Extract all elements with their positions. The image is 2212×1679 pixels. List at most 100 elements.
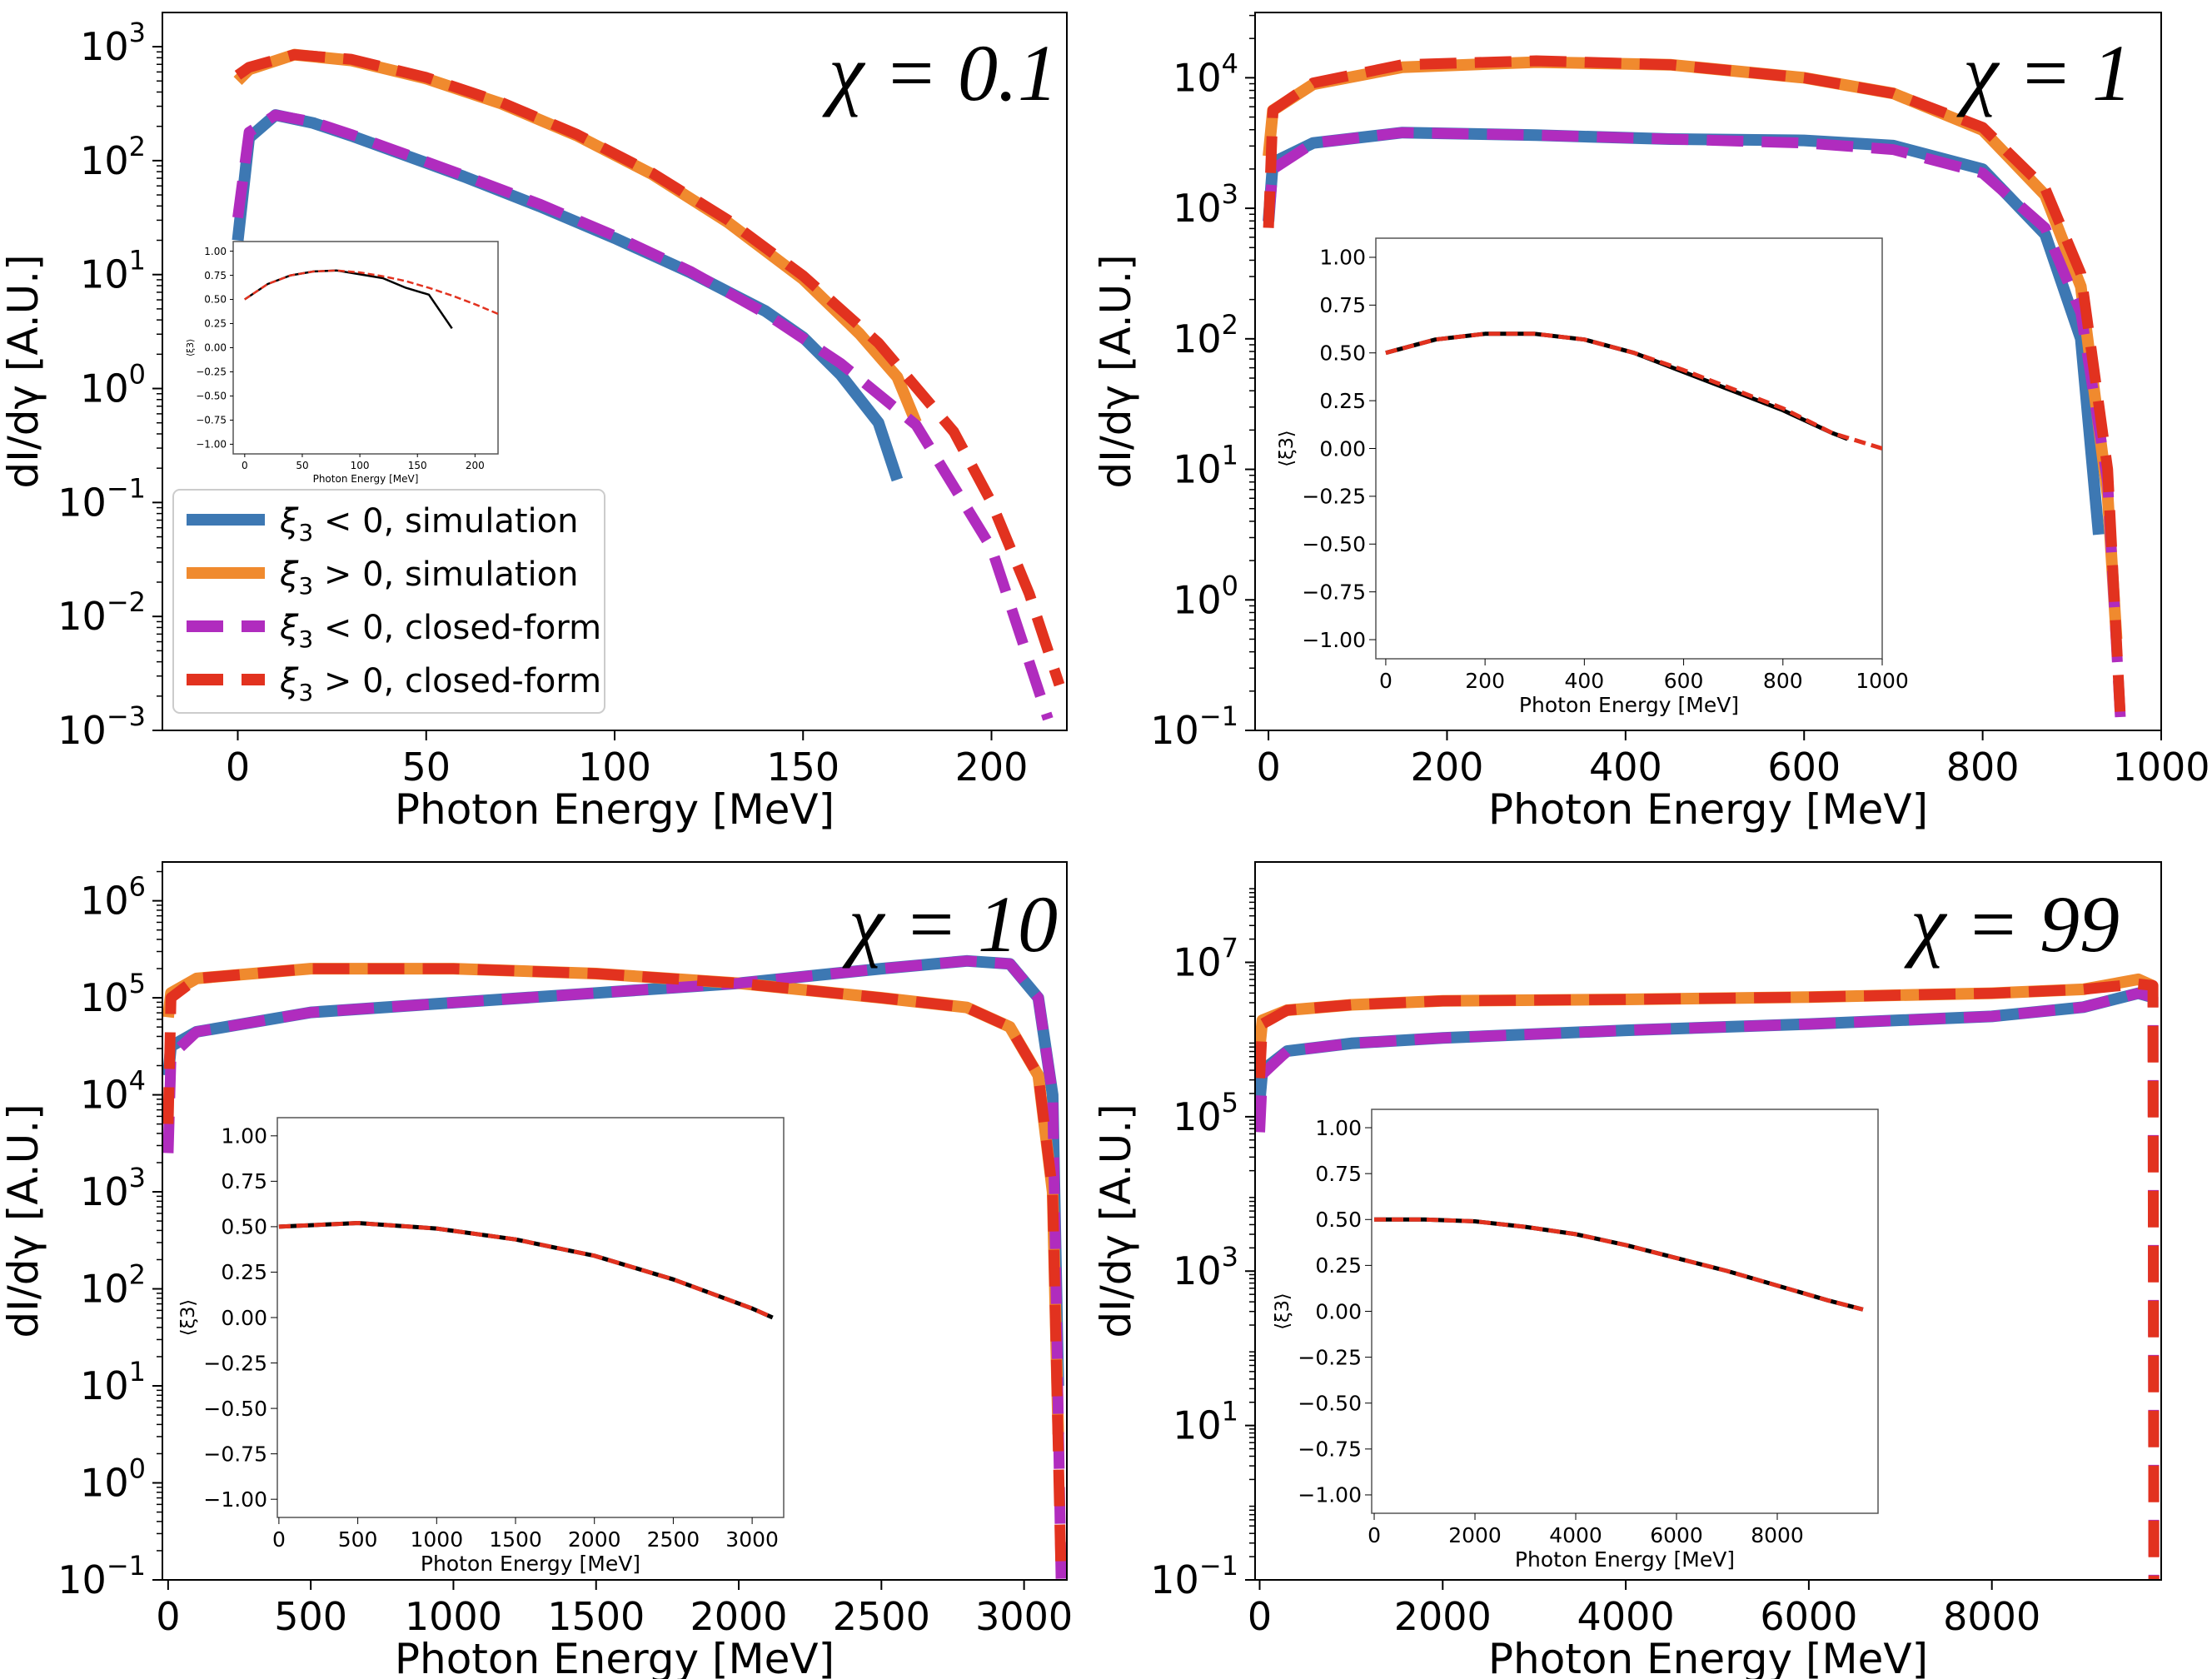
x-axis-label: Photon Energy [MeV] bbox=[1488, 785, 1928, 834]
inset-y-tick-label: −0.25 bbox=[1302, 485, 1366, 509]
y-axis-label: dI/dγ [A.U.] bbox=[0, 1104, 47, 1338]
y-axis-label: dI/dγ [A.U.] bbox=[0, 254, 47, 488]
x-tick-label: 1500 bbox=[547, 1594, 645, 1639]
inset-y-tick-label: 0.25 bbox=[204, 318, 227, 330]
inset-y-tick-label: −0.75 bbox=[203, 1442, 267, 1466]
inset-series-line bbox=[1385, 331, 1882, 451]
y-tick-label: 10−1 bbox=[1150, 1550, 1238, 1602]
series-line bbox=[232, 109, 1054, 721]
y-tick-label: 10−2 bbox=[57, 586, 146, 639]
inset-y-tick-label: −0.50 bbox=[196, 391, 227, 402]
inset-y-tick-label: −0.75 bbox=[196, 415, 227, 426]
inset-y-tick-label: 1.00 bbox=[1319, 246, 1366, 270]
series-group bbox=[1255, 973, 2160, 1580]
plot-frame bbox=[1254, 12, 2162, 731]
x-axis-label: Photon Energy [MeV] bbox=[395, 785, 834, 834]
inset-y-tick-label: 0.25 bbox=[1315, 1253, 1362, 1278]
x-tick-label: 600 bbox=[1767, 745, 1841, 790]
series-group bbox=[1263, 55, 2127, 730]
inset-y-tick-label: 0.75 bbox=[204, 270, 227, 281]
inset-x-tick-label: 2000 bbox=[1448, 1523, 1502, 1547]
inset-x-axis-label: Photon Energy [MeV] bbox=[313, 473, 419, 485]
x-tick-label: 400 bbox=[1589, 745, 1662, 790]
inset-plot: 0 200 400 600 800 1000 1.00 0.75 0.50 0.25 0.00 −0.… bbox=[1276, 237, 1909, 717]
x-tick-label: 50 bbox=[401, 745, 451, 790]
inset-series-line bbox=[1374, 1217, 1864, 1312]
inset-y-tick-label: 1.00 bbox=[204, 246, 227, 257]
inset-y-tick-label: −1.00 bbox=[1302, 628, 1366, 652]
y-axis-label: dI/dγ [A.U.] bbox=[1092, 1104, 1140, 1338]
inset-x-tick-label: 600 bbox=[1664, 669, 1704, 693]
inset-x-tick-label: 500 bbox=[338, 1527, 378, 1552]
inset-x-axis-label: Photon Energy [MeV] bbox=[1515, 1547, 1735, 1572]
inset-x-tick-label: 100 bbox=[351, 460, 370, 471]
x-tick-label: 2000 bbox=[1394, 1594, 1492, 1639]
x-tick-label: 500 bbox=[274, 1594, 347, 1639]
panel-bottom-left: 0 500 1000 1500 2000 2500 3000 10−1 100 101 102 103… bbox=[0, 861, 1073, 1679]
inset-y-tick-label: 0.25 bbox=[1319, 389, 1366, 413]
y-tick-label: 10−1 bbox=[1150, 700, 1238, 753]
x-tick-label: 150 bbox=[766, 745, 839, 790]
inset-y-tick-label: 0.50 bbox=[1315, 1208, 1362, 1232]
y-tick-label: 107 bbox=[1173, 932, 1238, 984]
series-line bbox=[234, 49, 1065, 687]
y-tick-label: 101 bbox=[80, 1356, 146, 1408]
y-tick-label: 10−1 bbox=[57, 1550, 146, 1602]
inset-x-tick-label: 200 bbox=[466, 460, 485, 471]
y-tick-label: 100 bbox=[80, 359, 146, 411]
inset-x-tick-label: 200 bbox=[1465, 669, 1505, 693]
x-tick-label: 0 bbox=[1256, 745, 1280, 790]
inset-x-tick-label: 50 bbox=[296, 460, 308, 471]
inset-x-tick-label: 2500 bbox=[647, 1527, 700, 1552]
y-tick-label: 105 bbox=[80, 968, 146, 1020]
inset-y-tick-label: 0.50 bbox=[1319, 341, 1366, 365]
series-group bbox=[232, 48, 1065, 721]
plot-frame bbox=[1254, 861, 2162, 1581]
y-tick-label: 101 bbox=[1173, 440, 1238, 492]
inset-y-tick-label: 0.50 bbox=[221, 1215, 267, 1239]
inset-y-tick-label: −0.25 bbox=[196, 366, 227, 378]
inset-x-tick-label: 1000 bbox=[1856, 669, 1909, 693]
series-line bbox=[1255, 987, 2154, 1102]
chi-annotation: χ = 1 bbox=[1956, 28, 2132, 117]
chi-annotation: χ = 10 bbox=[842, 879, 1058, 969]
y-axis-label: dI/dγ [A.U.] bbox=[1092, 254, 1140, 488]
inset-x-axis-label: Photon Energy [MeV] bbox=[421, 1552, 640, 1576]
legend-label: ξ3 > 0, closed-form bbox=[279, 662, 601, 706]
inset-x-tick-label: 6000 bbox=[1650, 1523, 1703, 1547]
x-tick-label: 200 bbox=[955, 745, 1029, 790]
chi-annotation: χ = 0.1 bbox=[822, 28, 1058, 117]
y-tick-label: 101 bbox=[80, 245, 146, 297]
inset-y-tick-label: −0.50 bbox=[1302, 532, 1366, 556]
inset-x-tick-label: 4000 bbox=[1549, 1523, 1602, 1547]
inset-y-tick-label: 1.00 bbox=[221, 1124, 267, 1148]
inset-y-axis-label: ⟨ξ3⟩ bbox=[177, 1299, 199, 1336]
inset-y-tick-label: 0.50 bbox=[204, 294, 227, 306]
inset-y-tick-label: −0.25 bbox=[203, 1351, 267, 1375]
x-tick-label: 1000 bbox=[2112, 745, 2210, 790]
inset-x-axis-label: Photon Energy [MeV] bbox=[1519, 693, 1739, 717]
y-tick-label: 101 bbox=[1173, 1396, 1238, 1448]
x-tick-label: 200 bbox=[1411, 745, 1484, 790]
inset-x-tick-label: 3000 bbox=[725, 1527, 779, 1552]
x-tick-label: 4000 bbox=[1577, 1594, 1675, 1639]
inset-series-line bbox=[278, 1221, 774, 1320]
legend-label: ξ3 < 0, closed-form bbox=[279, 609, 601, 653]
inset-y-tick-label: −0.25 bbox=[1298, 1345, 1362, 1369]
inset-y-tick-label: −0.75 bbox=[1298, 1437, 1362, 1462]
inset-y-tick-label: −1.00 bbox=[1298, 1483, 1362, 1507]
x-tick-label: 100 bbox=[578, 745, 651, 790]
inset-x-tick-label: 800 bbox=[1763, 669, 1803, 693]
inset-x-tick-label: 0 bbox=[272, 1527, 286, 1552]
inset-x-tick-label: 0 bbox=[1379, 669, 1392, 693]
inset-y-tick-label: 1.00 bbox=[1315, 1116, 1362, 1140]
series-group bbox=[162, 954, 1067, 1580]
y-tick-label: 102 bbox=[80, 1259, 146, 1312]
inset-y-tick-label: 0.75 bbox=[1315, 1162, 1362, 1186]
y-tick-label: 100 bbox=[1173, 570, 1238, 622]
panel-bottom-right: 0 2000 4000 6000 8000 10−1 101 103 105 107 Photon … bbox=[1092, 861, 2162, 1679]
y-tick-label: 10−3 bbox=[57, 700, 146, 753]
y-tick-label: 103 bbox=[1173, 178, 1238, 231]
y-tick-label: 104 bbox=[1173, 47, 1238, 100]
inset-x-tick-label: 2000 bbox=[568, 1527, 621, 1552]
